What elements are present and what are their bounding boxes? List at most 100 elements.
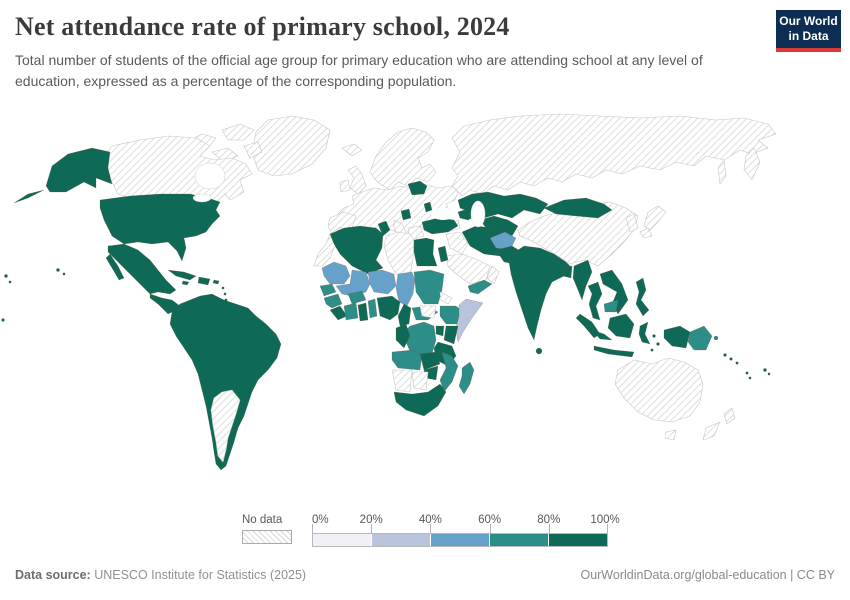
region-philippines[interactable] [635,277,650,317]
region-aleutians[interactable] [13,189,45,204]
region-belarus[interactable] [407,180,428,196]
region-egypt[interactable] [413,237,438,267]
region-sumatra[interactable] [575,313,601,339]
owid-logo[interactable]: Our World in Data [776,10,841,52]
region-alaska[interactable] [45,147,113,193]
region-vanuatu[interactable] [748,376,752,380]
region-hawaii[interactable] [62,272,66,276]
region-senegal[interactable] [319,283,337,297]
region-lesser-antilles[interactable] [223,292,227,296]
owid-link[interactable]: OurWorldinData.org/global-education | CC… [580,568,835,582]
region-niger[interactable] [367,269,397,295]
region-new-britain[interactable] [713,335,719,341]
region-angola[interactable] [391,349,423,371]
region-guinea[interactable] [323,293,343,309]
region-madagascar[interactable] [458,361,475,395]
region-moluccas[interactable] [656,342,660,346]
region-sulawesi[interactable] [638,321,651,345]
region-mongolia[interactable] [543,197,613,219]
region-japan[interactable] [639,227,653,239]
region-moluccas[interactable] [650,348,654,352]
region-puerto-rico[interactable] [212,279,220,285]
region-russia[interactable] [451,113,777,197]
region-togo-benin[interactable] [367,298,378,319]
region-new-zealand[interactable] [723,407,736,425]
region-sudan[interactable] [413,269,445,305]
region-chad[interactable] [395,271,416,307]
region-new-zealand[interactable] [702,421,721,441]
region-libya[interactable] [383,231,415,277]
region-south-america[interactable] [169,293,282,471]
region-cambodia[interactable] [603,299,619,313]
region-moluccas[interactable] [652,334,656,338]
region-laos-vietnam[interactable] [599,269,629,315]
region-iraq-syria[interactable] [445,231,469,255]
region-united-kingdom[interactable] [347,165,367,195]
region-cote-divoire[interactable] [343,302,359,321]
no-data-swatch[interactable] [242,530,292,544]
legend-bin-40-60[interactable] [431,534,489,546]
region-argentina[interactable] [210,389,241,463]
region-borneo[interactable] [607,313,635,339]
region-fiji[interactable] [767,372,771,376]
region-afghanistan[interactable] [489,231,517,251]
region-zambia[interactable] [419,351,441,371]
region-oman[interactable] [486,265,500,285]
legend-bin-80-100[interactable] [549,534,607,546]
legend-bin-60-80[interactable] [490,534,548,546]
region-thailand[interactable] [587,281,603,321]
region-solomon-islands[interactable] [735,361,739,365]
region-scandinavia[interactable] [369,127,437,191]
region-central-asia[interactable] [479,215,519,237]
region-cuba[interactable] [167,269,197,281]
region-bangladesh[interactable] [561,265,573,279]
region-cameroon[interactable] [397,303,412,327]
region-jamaica[interactable] [181,280,190,286]
region-yemen[interactable] [467,279,493,295]
region-arctic-islands[interactable] [243,141,263,159]
legend-bin-20-40[interactable] [372,534,430,546]
region-russia[interactable] [717,159,727,185]
region-mauritania[interactable] [321,261,351,285]
region-pacific-island[interactable] [8,280,12,284]
region-java[interactable] [593,345,635,358]
region-malawi-mozambique[interactable] [439,351,459,393]
region-botswana[interactable] [411,371,429,391]
region-burkina-faso[interactable] [347,290,367,305]
region-solomon-islands[interactable] [729,357,733,361]
region-iceland[interactable] [341,143,363,157]
region-gabon-congo[interactable] [395,323,411,349]
region-vanuatu[interactable] [745,371,749,375]
region-fiji[interactable] [763,368,767,372]
region-tunisia[interactable] [377,220,391,237]
region-south-africa[interactable] [393,383,447,417]
legend-bin-0-20[interactable] [313,534,371,546]
region-west-papua[interactable] [663,325,691,349]
region-turkey[interactable] [421,217,459,235]
region-sri-lanka[interactable] [535,347,543,355]
region-korea[interactable] [625,213,639,233]
region-hispaniola[interactable] [197,276,211,286]
region-baja[interactable] [105,253,125,281]
region-pacific-island[interactable] [1,318,5,322]
region-mexico[interactable] [107,243,177,295]
region-india[interactable] [508,245,573,341]
region-solomon-islands[interactable] [723,353,727,357]
region-serbia[interactable] [400,208,412,221]
region-eritrea[interactable] [439,291,453,305]
region-algeria[interactable] [329,225,384,275]
region-nigeria[interactable] [376,295,401,321]
region-kenya[interactable] [443,325,459,345]
region-tasmania[interactable] [664,429,677,441]
region-papua-new-guinea[interactable] [687,325,713,351]
region-south-sudan[interactable] [419,305,437,319]
region-greenland[interactable] [251,115,331,177]
region-lesser-antilles[interactable] [221,286,225,290]
region-jordan-israel[interactable] [437,245,449,263]
region-arctic-islands[interactable] [221,123,255,141]
region-ireland[interactable] [339,179,351,193]
region-ghana[interactable] [357,302,369,322]
region-pacific-island[interactable] [4,274,8,278]
region-myanmar[interactable] [572,259,593,301]
region-uganda[interactable] [435,325,445,337]
